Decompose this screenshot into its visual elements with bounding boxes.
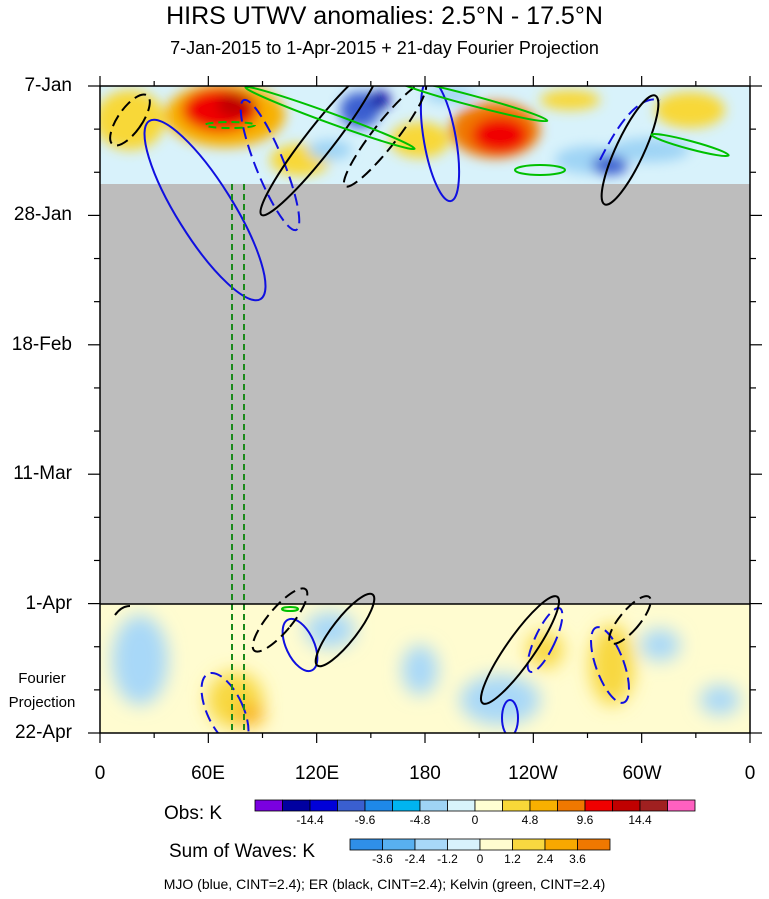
y-tick-label-28-jan: 28-Jan bbox=[13, 204, 72, 225]
waves-colorbar-label: -1.2 bbox=[437, 852, 458, 866]
x-tick-label-0: 0 bbox=[94, 763, 106, 784]
x-tick-label-60e: 60E bbox=[191, 763, 225, 784]
y-tick-label-1-apr: 1-Apr bbox=[25, 593, 72, 614]
y-tick-label-11-mar: 11-Mar bbox=[13, 463, 72, 484]
x-tick-label-60w: 60W bbox=[622, 763, 662, 784]
waves-colorbar-label: -2.4 bbox=[404, 852, 426, 866]
missing-data-region bbox=[100, 184, 750, 604]
chart-title: HIRS UTWV anomalies: 2.5°N - 17.5°N bbox=[166, 2, 603, 30]
x-tick-label-0-right: 0 bbox=[744, 763, 756, 784]
obs-colorbar-label: 0 bbox=[471, 813, 479, 827]
waves-colorbar-label: 3.6 bbox=[569, 852, 586, 866]
wave-contours bbox=[109, 86, 730, 733]
projected-waves-field bbox=[100, 604, 750, 733]
obs-colorbar-label: -14.4 bbox=[296, 813, 324, 827]
projection-label: Fourier Projection bbox=[8, 670, 76, 711]
waves-colorbar-label: -3.6 bbox=[372, 852, 393, 866]
obs-colorbar-label: 9.6 bbox=[576, 813, 594, 827]
waves-colorbar-label: 1.2 bbox=[504, 852, 521, 866]
waves-colorbar-label: 2.4 bbox=[536, 852, 554, 866]
obs-colorbar-label: -4.8 bbox=[409, 813, 431, 827]
x-tick-label-180: 180 bbox=[409, 763, 441, 784]
obs-colorbar-title: Obs: K bbox=[164, 803, 223, 824]
obs-anomaly-field bbox=[100, 86, 750, 184]
chart-subtitle: 7-Jan-2015 to 1-Apr-2015 + 21-day Fourie… bbox=[170, 38, 599, 58]
y-tick-label-22-apr: 22-Apr bbox=[14, 722, 72, 743]
obs-colorbar-label: 14.4 bbox=[628, 813, 652, 827]
obs-colorbar-label: -9.6 bbox=[354, 813, 376, 827]
waves-colorbar-title: Sum of Waves: K bbox=[169, 841, 316, 862]
x-tick-label-120e: 120E bbox=[294, 763, 340, 784]
contour-legend-caption: MJO (blue, CINT=2.4); ER (black, CINT=2.… bbox=[163, 876, 606, 892]
x-tick-label-120w: 120W bbox=[508, 763, 558, 784]
y-tick-label-7-jan: 7-Jan bbox=[24, 75, 72, 96]
obs-colorbar-label: 4.8 bbox=[521, 813, 539, 827]
y-tick-label-18-feb: 18-Feb bbox=[11, 334, 72, 355]
waves-colorbar-label: 0 bbox=[476, 852, 484, 866]
reference-lines bbox=[231, 184, 245, 733]
axis-ticks bbox=[88, 76, 762, 743]
